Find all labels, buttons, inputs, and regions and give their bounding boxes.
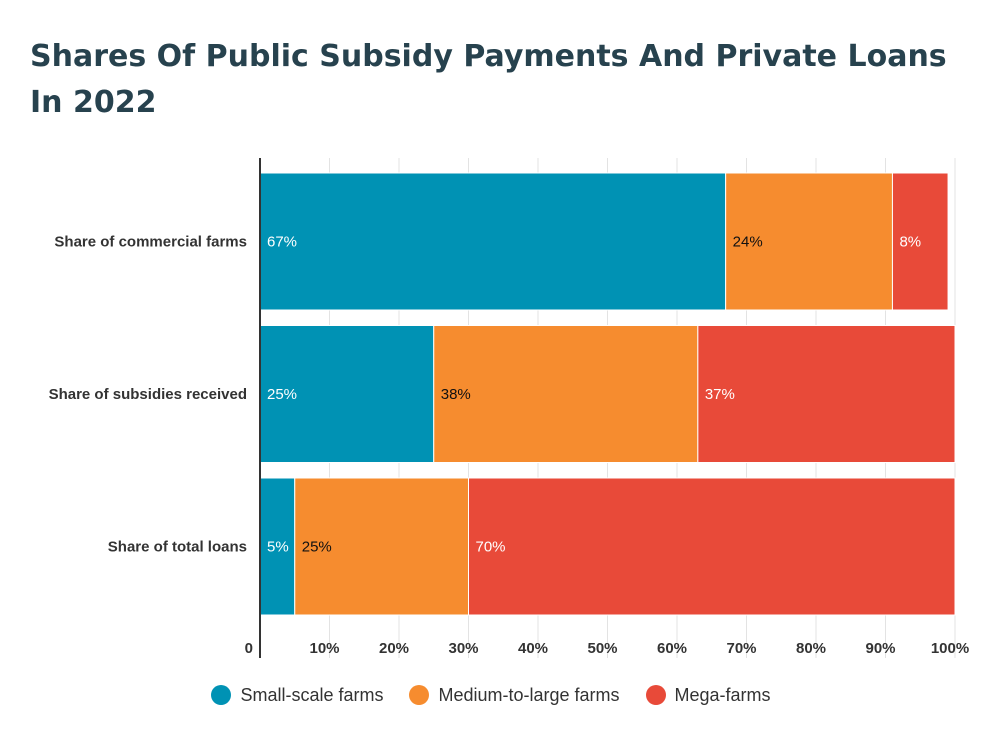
legend-item-small-scale-farms: Small-scale farms	[211, 685, 383, 706]
x-tick-label-20: 20%	[379, 640, 409, 657]
legend-label-medium-to-large-farms: Medium-to-large farms	[438, 684, 620, 705]
x-tick-label-50: 50%	[587, 640, 617, 657]
x-tick-label-30: 30%	[448, 640, 478, 657]
x-tick-label-90: 90%	[865, 640, 895, 657]
x-tick-label-70: 70%	[726, 640, 756, 657]
data-label-mega-farms-share-of-total-loans: 70%	[476, 539, 506, 556]
bar-small-scale-farms-share-of-subsidies-received	[259, 325, 435, 463]
legend-label-small-scale-farms: Small-scale farms	[240, 684, 384, 705]
category-label-share-of-subsidies-received: Share of subsidies received	[49, 386, 247, 403]
bar-mega-farms-share-of-total-loans	[468, 477, 956, 616]
x-tick-label-100: 100%	[931, 640, 969, 657]
bar-medium-to-large-farms-share-of-commercial-farms	[725, 172, 893, 311]
data-label-small-scale-farms-share-of-total-loans: 5%	[267, 539, 289, 556]
bar-medium-to-large-farms-share-of-total-loans	[294, 477, 469, 616]
data-label-mega-farms-share-of-commercial-farms: 8%	[899, 234, 921, 251]
legend-swatch-medium-to-large-farms	[409, 685, 430, 705]
legend-label-mega-farms: Mega-farms	[674, 684, 771, 705]
data-label-medium-to-large-farms-share-of-subsidies-received: 38%	[441, 386, 471, 403]
bar-mega-farms-share-of-subsidies-received	[697, 325, 956, 463]
bar-small-scale-farms-share-of-commercial-farms	[259, 172, 727, 311]
data-label-medium-to-large-farms-share-of-total-loans: 25%	[302, 539, 332, 556]
legend: Small-scale farms Medium-to-large farms Me…	[0, 680, 982, 710]
chart-title: Shares Of Public Subsidy Payments And Pr…	[30, 39, 947, 120]
plot-area: 67% 24% 8% 25% 38% 37% 5% 25% 70% Share of comme…	[49, 158, 969, 658]
data-label-medium-to-large-farms-share-of-commercial-farms: 24%	[733, 234, 763, 251]
legend-item-mega-farms: Mega-farms	[645, 684, 771, 706]
data-label-small-scale-farms-share-of-subsidies-received: 25%	[267, 386, 297, 403]
x-tick-label-10: 10%	[309, 640, 339, 657]
data-label-mega-farms-share-of-subsidies-received: 37%	[705, 386, 735, 403]
legend-swatch-small-scale-farms	[211, 685, 232, 705]
data-label-small-scale-farms-share-of-commercial-farms: 67%	[267, 234, 297, 251]
x-tick-label-0: 0	[245, 640, 253, 657]
category-label-share-of-commercial-farms: Share of commercial farms	[54, 234, 247, 251]
category-label-share-of-total-loans: Share of total loans	[108, 539, 247, 556]
bar-medium-to-large-farms-share-of-subsidies-received	[433, 325, 699, 463]
x-tick-label-40: 40%	[518, 640, 548, 657]
legend-item-medium-to-large-farms: Medium-to-large farms	[409, 684, 620, 706]
x-tick-label-80: 80%	[796, 640, 826, 657]
bar-mega-farms-share-of-commercial-farms	[891, 172, 949, 311]
legend-swatch-mega-farms	[645, 685, 666, 705]
x-tick-label-60: 60%	[657, 640, 687, 657]
